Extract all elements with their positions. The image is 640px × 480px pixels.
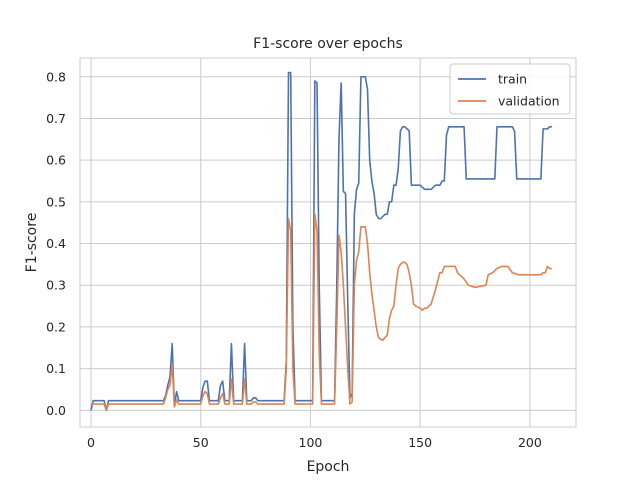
series-line-validation: [90, 213, 552, 412]
x-axis-label: Epoch: [307, 459, 350, 475]
y-tick-label: 0.5: [46, 194, 66, 209]
legend-label-train: train: [498, 72, 527, 87]
y-tick-label: 0.0: [46, 403, 66, 418]
y-tick-label: 0.8: [46, 69, 66, 84]
y-tick-label: 0.1: [46, 361, 66, 376]
x-tick-label: 150: [408, 435, 432, 450]
legend: train validation: [449, 63, 571, 115]
legend-label-validation: validation: [498, 94, 560, 109]
chart-title: F1-score over epochs: [253, 36, 403, 52]
series-line-train: [90, 71, 552, 412]
y-axis-label: F1-score: [24, 213, 40, 273]
y-tick-label: 0.4: [46, 236, 66, 251]
y-tick-label: 0.3: [46, 278, 66, 293]
x-tick-label: 50: [193, 435, 209, 450]
y-tick-label: 0.6: [46, 153, 66, 168]
series-layer: [90, 71, 552, 412]
y-tick-label: 0.7: [46, 111, 66, 126]
x-tick-label: 200: [518, 435, 542, 450]
x-tick-label: 0: [87, 435, 95, 450]
y-tick-label: 0.2: [46, 319, 66, 334]
tick-labels: 0 50 100 150 200 0.0 0.1 0.2 0.3 0.4 0.5 0.6 0.7 0.8: [46, 69, 542, 450]
plot-frame: [79, 57, 577, 428]
x-tick-label: 100: [299, 435, 323, 450]
